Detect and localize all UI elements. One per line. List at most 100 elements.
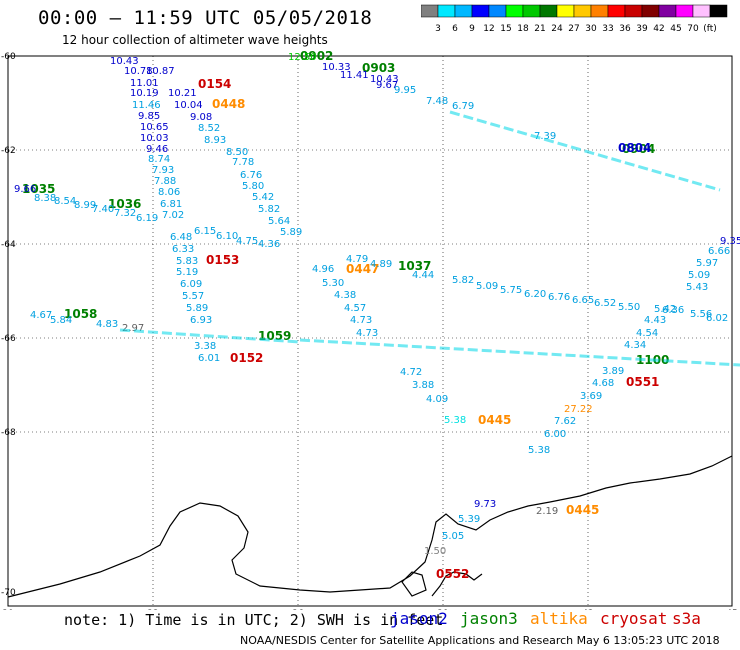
swh-value: 6.48 xyxy=(170,232,192,243)
swh-value: 7.32 xyxy=(114,208,136,219)
swh-value: 10.33 xyxy=(322,62,351,73)
wave-height-labels: 0902090309041035103610371058105911000154… xyxy=(0,0,740,581)
legend-cryosat: cryosat xyxy=(600,609,668,628)
swh-value: 4.73 xyxy=(350,315,372,326)
coastline xyxy=(7,455,733,598)
swh-value: 10.43 xyxy=(370,74,399,85)
swh-value: 4.43 xyxy=(644,315,666,326)
time-label: 0804 xyxy=(618,141,651,155)
swh-value: 11.41 xyxy=(340,70,369,81)
time-label: 0447 xyxy=(346,262,379,276)
swh-value: 5.57 xyxy=(182,291,204,302)
scale-label: 33 xyxy=(602,24,613,33)
swh-value: 5.43 xyxy=(686,282,708,293)
swh-value: 4.57 xyxy=(344,303,366,314)
swh-value: 9.35 xyxy=(720,236,740,247)
swh-value: 5.64 xyxy=(268,216,290,227)
swh-value: 5.42 xyxy=(654,304,676,315)
swh-value: 8.99 xyxy=(74,200,96,211)
swh-value: 6.09 xyxy=(180,279,202,290)
swh-value: 12.50 xyxy=(288,52,317,63)
y-tick-label: -60 xyxy=(1,52,16,62)
swh-value: 6.01 xyxy=(198,353,220,364)
swh-value: 5.83 xyxy=(176,256,198,267)
swh-value: 4.44 xyxy=(412,270,434,281)
swh-value: 6.76 xyxy=(548,292,570,303)
swh-value: 6.66 xyxy=(708,246,730,257)
graticule xyxy=(8,56,732,606)
swh-value: 6.33 xyxy=(172,244,194,255)
swh-value: 2.97 xyxy=(122,323,144,334)
swh-value: 4.83 xyxy=(96,319,118,330)
scale-label: (ft) xyxy=(703,24,717,33)
swh-value: 9.08 xyxy=(190,112,212,123)
swh-value: 5.38 xyxy=(444,415,466,426)
swh-value: 5.05 xyxy=(442,531,464,542)
chart-title: 00:00 – 11:59 UTC 05/05/2018 xyxy=(38,7,373,29)
scale-label: 3 xyxy=(435,24,441,33)
footer-note: note: 1) Time is in UTC; 2) SWH is in fe… xyxy=(64,611,444,629)
time-label: 0551 xyxy=(626,375,659,389)
time-label: 0445 xyxy=(566,503,599,517)
swh-value: 7.02 xyxy=(162,210,184,221)
swh-value: 10.65 xyxy=(140,122,169,133)
swh-value: 4.72 xyxy=(400,367,422,378)
swh-value: 6.81 xyxy=(160,199,182,210)
swh-value: 6.76 xyxy=(240,170,262,181)
swh-value: 5.82 xyxy=(258,204,280,215)
swh-value: 5.75 xyxy=(500,285,522,296)
y-tick-label: -68 xyxy=(1,428,16,438)
swh-value: 4.96 xyxy=(312,264,334,275)
swh-value: 8.50 xyxy=(226,147,248,158)
time-label: 0445 xyxy=(478,413,511,427)
time-label: 0152 xyxy=(230,351,263,365)
time-label: 0904 xyxy=(622,142,655,156)
swh-value: 4.75 xyxy=(236,236,258,247)
time-label: 0902 xyxy=(300,49,333,63)
scale-label: 70 xyxy=(687,24,699,33)
swh-value: 8.52 xyxy=(198,123,220,134)
swh-value: 6.65 xyxy=(572,295,594,306)
time-label: 1058 xyxy=(64,307,97,321)
y-tick-label: -66 xyxy=(1,334,16,344)
swh-value: 4.54 xyxy=(636,328,658,339)
swh-value: 7.40 xyxy=(92,204,114,215)
x-tick-label: 45 xyxy=(726,609,737,610)
y-tick-label: -62 xyxy=(1,146,16,156)
x-tick-label: 39 xyxy=(437,609,449,610)
swh-value: 5.42 xyxy=(252,192,274,203)
swh-value: 5.56 xyxy=(690,309,712,320)
swh-value: 4.79 xyxy=(346,254,368,265)
swh-value: 1.50 xyxy=(424,546,446,557)
swh-value: 10.04 xyxy=(174,100,203,111)
scale-swatch xyxy=(709,4,728,18)
swh-value: 3.89 xyxy=(602,366,624,377)
x-tick-label: 36 xyxy=(292,609,304,610)
map-frame xyxy=(7,55,733,607)
swh-value: 7.48 xyxy=(426,96,448,107)
swh-value: 9.66 xyxy=(14,184,36,195)
swh-value: 9.95 xyxy=(394,85,416,96)
swh-value: 8.74 xyxy=(148,154,170,165)
scale-label: 30 xyxy=(585,24,597,33)
swh-value: 8.54 xyxy=(54,196,76,207)
swh-value: 5.80 xyxy=(242,181,264,192)
time-label: 0153 xyxy=(206,253,239,267)
swh-value: 11.46 xyxy=(132,100,161,111)
axis-ticks: 30 33 36 39 42 45 -60 -62 -64 -66 -68 -70 xyxy=(1,52,738,610)
swh-value: 9.67 xyxy=(376,80,398,91)
swh-value: 6.19 xyxy=(136,213,158,224)
scale-label: 6 xyxy=(452,24,458,33)
track-streak xyxy=(299,338,740,367)
swh-value: 9.46 xyxy=(146,144,168,155)
swh-value: 4.68 xyxy=(592,378,614,389)
time-label: 0154 xyxy=(198,77,231,91)
swh-value: 11.01 xyxy=(130,78,159,89)
swh-value: 8.93 xyxy=(204,135,226,146)
footer-credit: NOAA/NESDIS Center for Satellite Applica… xyxy=(240,634,720,647)
swh-value: 5.38 xyxy=(528,445,550,456)
swh-value: 10.19 xyxy=(130,88,159,99)
time-label: 1035 xyxy=(22,182,55,196)
swh-value: 4.36 xyxy=(258,239,280,250)
scale-label: 42 xyxy=(653,24,664,33)
